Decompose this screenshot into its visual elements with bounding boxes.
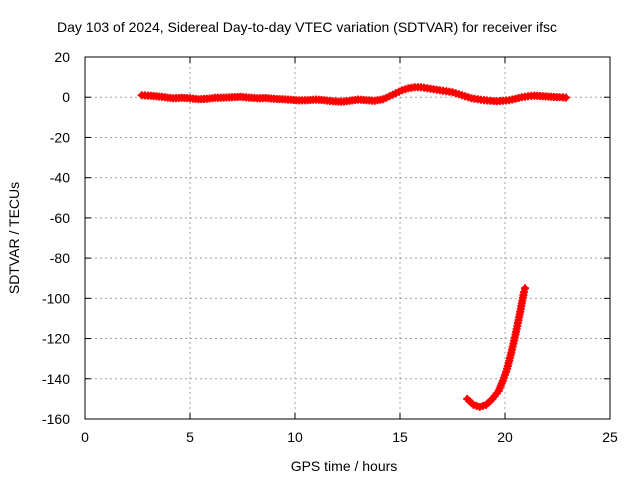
y-tick-label: -120 — [42, 331, 70, 347]
y-tick-label: -160 — [42, 411, 70, 427]
x-tick-label: 0 — [81, 429, 89, 445]
y-tick-label: -60 — [50, 210, 70, 226]
chart-title: Day 103 of 2024, Sidereal Day-to-day VTE… — [57, 19, 557, 35]
plot-frame — [84, 56, 611, 420]
y-tick-label: 20 — [54, 49, 70, 65]
y-tick-label: -80 — [50, 250, 70, 266]
x-tick-label: 25 — [602, 429, 618, 445]
y-tick-label: -40 — [50, 170, 70, 186]
y-tick-label: -20 — [50, 129, 70, 145]
y-tick-label: 0 — [62, 89, 70, 105]
data-segment — [463, 284, 529, 411]
data-segment — [137, 83, 570, 106]
y-tick-label: -100 — [42, 290, 70, 306]
y-axis-title: SDTVAR / TECUs — [6, 182, 22, 294]
data-point — [561, 93, 570, 102]
x-tick-label: 5 — [186, 429, 194, 445]
y-tick-label: -140 — [42, 371, 70, 387]
x-tick-label: 20 — [497, 429, 513, 445]
x-tick-label: 15 — [392, 429, 408, 445]
axis-ticks — [84, 56, 611, 420]
tick-labels: 0 5 10 15 20 25 20 0 -20 -40 -60 -80 -100 -120 -140 -16… — [42, 49, 618, 445]
data-point — [519, 288, 528, 297]
grid-lines — [85, 57, 610, 419]
data-point — [521, 284, 529, 293]
x-tick-label: 10 — [287, 429, 303, 445]
x-axis-title: GPS time / hours — [291, 458, 398, 474]
data-series — [137, 83, 570, 411]
